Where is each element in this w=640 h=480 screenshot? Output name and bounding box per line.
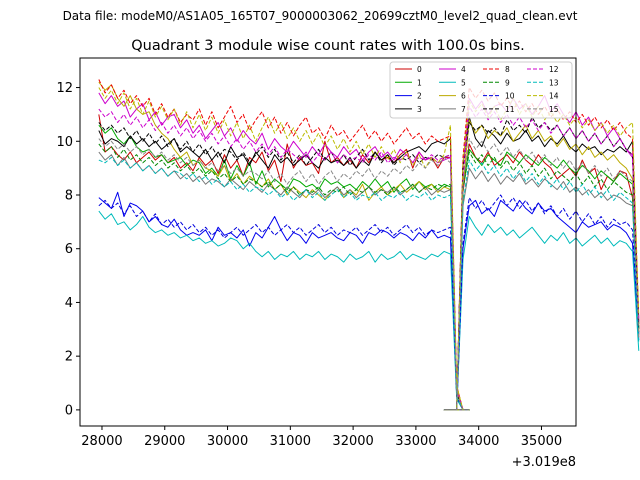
legend-label-15: 15	[549, 105, 559, 114]
legend-label-5: 5	[461, 78, 466, 87]
series-line-1	[98, 124, 640, 411]
legend-label-7: 7	[461, 105, 466, 114]
legend-label-2: 2	[417, 92, 422, 101]
y-tick-label: 0	[65, 403, 73, 418]
legend-label-11: 11	[505, 105, 515, 114]
x-tick-label: 32000	[332, 434, 373, 449]
series-line-11	[98, 116, 640, 411]
legend-label-13: 13	[549, 78, 559, 87]
legend-label-6: 6	[461, 92, 466, 101]
x-tick-label: 33000	[395, 434, 436, 449]
plot-frame	[79, 57, 577, 427]
series-line-5	[98, 210, 640, 411]
y-tick-label: 10	[56, 135, 73, 150]
series-line-12	[98, 105, 640, 411]
series-line-15	[98, 138, 640, 411]
legend-label-12: 12	[549, 65, 559, 74]
y-tick-label: 12	[56, 81, 73, 96]
y-axis: 0 2 4 6 8 10 12	[56, 81, 80, 418]
chart-title: Quadrant 3 module wise count rates with …	[131, 38, 525, 54]
legend-label-10: 10	[505, 92, 515, 101]
series-line-6	[98, 81, 640, 411]
x-tick-label: 35000	[521, 434, 562, 449]
legend-label-8: 8	[505, 65, 510, 74]
x-axis: 28000 29000 30000 31000 32000 33000 34000 35000	[81, 426, 562, 449]
plot-lines	[98, 79, 640, 411]
x-tick-label: 29000	[144, 434, 185, 449]
legend-label-3: 3	[417, 105, 422, 114]
y-tick-label: 4	[65, 296, 73, 311]
series-line-10	[98, 194, 640, 411]
legend-label-0: 0	[417, 65, 422, 74]
chart-suptitle: Data file: modeM0/AS1A05_165T07_90000030…	[63, 9, 578, 23]
legend-box	[389, 61, 573, 119]
x-tick-label: 31000	[270, 434, 311, 449]
series-line-0	[98, 114, 640, 411]
legend-label-14: 14	[549, 92, 559, 101]
series-line-14	[98, 87, 640, 411]
series-line-9	[98, 143, 640, 411]
series-line-8	[98, 79, 640, 411]
series-line-7	[98, 151, 640, 411]
x-tick-label: 28000	[81, 434, 122, 449]
y-tick-label: 8	[65, 188, 73, 203]
x-offset-label: +3.019e8	[512, 455, 576, 470]
series-line-13	[98, 156, 640, 411]
y-tick-label: 6	[65, 242, 73, 257]
series-line-2	[98, 191, 640, 411]
y-tick-label: 2	[65, 350, 73, 365]
legend-label-4: 4	[461, 65, 466, 74]
series-line-3	[98, 116, 640, 411]
x-tick-label: 30000	[207, 434, 248, 449]
legend-label-9: 9	[505, 78, 510, 87]
x-tick-label: 34000	[458, 434, 499, 449]
legend-label-1: 1	[417, 78, 422, 87]
